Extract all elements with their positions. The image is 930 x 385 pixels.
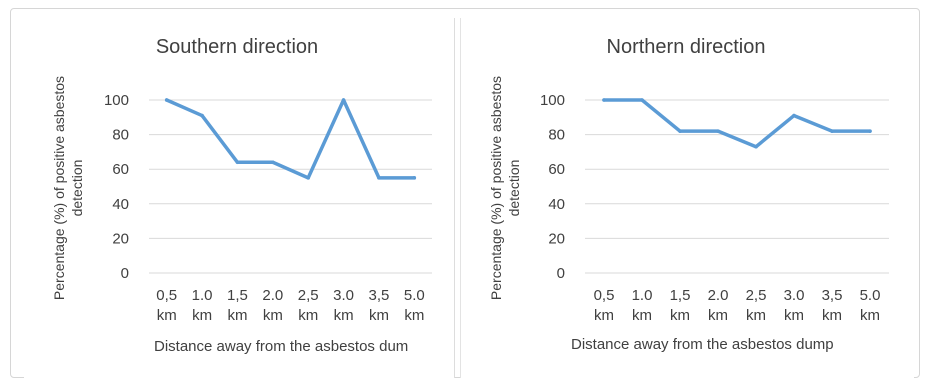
data-point	[200, 113, 204, 118]
x-tick-label: 3.0 km	[784, 287, 805, 324]
x-tick-label: 3.0 km	[333, 287, 354, 324]
y-tick-label: 20	[112, 230, 129, 247]
data-point	[830, 129, 834, 133]
y-tick-label: 40	[548, 196, 565, 213]
data-point	[716, 129, 720, 133]
x-tick-label: 0,5 km	[594, 287, 615, 324]
x-tick-label: 3,5 km	[369, 287, 390, 324]
x-tick-label: 1.0 km	[192, 287, 213, 324]
x-tick-label: 1,5 km	[227, 287, 248, 324]
data-point	[792, 113, 796, 118]
data-point	[868, 129, 872, 133]
y-tick-label: 80	[112, 127, 129, 144]
data-point	[271, 160, 275, 165]
y-tick-label: 80	[548, 127, 565, 144]
chart-panel-northern: Northern direction 0 20 40 60 80 100 0,5 km 1.0 km…	[460, 18, 914, 378]
chart-panel-southern: Southern direction 0 20 40 60 80 100 0,5 km 1.0 km…	[24, 18, 455, 378]
x-tick-label: 1.0 km	[632, 287, 653, 324]
data-point	[602, 98, 606, 102]
x-tick-label: 2,5 km	[746, 287, 767, 324]
data-point	[377, 176, 381, 180]
x-axis-label: Distance away from the asbestos dump	[571, 336, 834, 353]
y-axis-label: Percentage (%) of positive asbestos detec…	[488, 76, 522, 300]
x-tick-label: 5.0 km	[860, 287, 881, 324]
y-tick-label: 0	[557, 265, 565, 282]
data-point	[640, 98, 644, 102]
y-tick-label: 20	[548, 230, 565, 247]
y-tick-label: 0	[121, 265, 129, 282]
series-line	[164, 98, 417, 180]
y-tick-label: 60	[112, 161, 129, 178]
northern-chart: Northern direction 0 20 40 60 80 100 0,5 km 1.0 km…	[488, 36, 889, 353]
data-point	[678, 129, 682, 133]
y-tick-label: 100	[104, 92, 129, 109]
x-tick-label: 5.0 km	[404, 287, 425, 324]
x-tick-label: 3,5 km	[822, 287, 843, 324]
chart-title: Northern direction	[607, 36, 766, 58]
x-tick-label: 2,5 km	[298, 287, 319, 324]
x-tick-label: 2.0 km	[708, 287, 729, 324]
x-tick-label: 0,5 km	[156, 287, 177, 324]
southern-chart: Southern direction 0 20 40 60 80 100 0,5 km 1.0 km…	[51, 36, 432, 355]
series-line	[602, 98, 872, 149]
data-point	[235, 160, 240, 165]
x-axis-label: Distance away from the asbestos dum	[154, 338, 408, 355]
y-axis-label: Percentage (%) of positive asbestos detec…	[51, 76, 85, 300]
y-tick-label: 60	[548, 161, 565, 178]
y-tick-label: 40	[112, 196, 129, 213]
x-tick-label: 2.0 km	[262, 287, 283, 324]
data-point	[164, 98, 169, 102]
y-tick-label: 100	[540, 92, 565, 109]
data-point	[341, 98, 346, 102]
data-point	[306, 176, 310, 180]
chart-title: Southern direction	[156, 36, 318, 58]
data-point	[754, 144, 758, 149]
data-point	[412, 176, 417, 180]
x-tick-label: 1,5 km	[670, 287, 691, 324]
